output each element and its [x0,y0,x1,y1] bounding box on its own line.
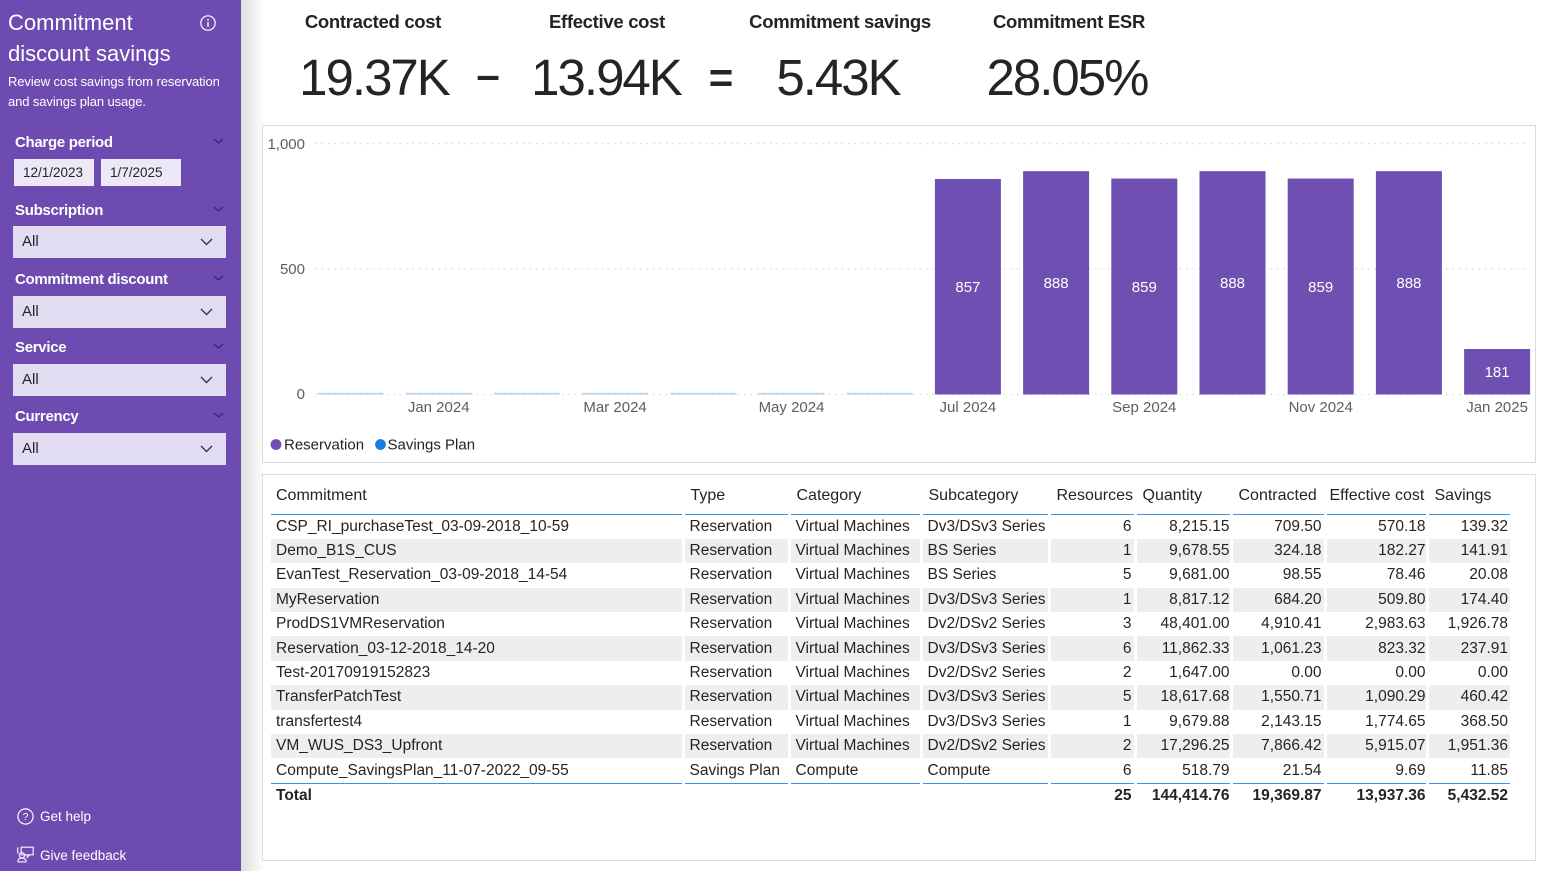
svg-text:Nov 2024: Nov 2024 [1289,399,1353,416]
svg-text:Jul 2024: Jul 2024 [940,399,997,416]
svg-text:1,000: 1,000 [267,136,305,153]
svg-text:Mar 2024: Mar 2024 [583,399,646,416]
svg-text:Sep 2024: Sep 2024 [1112,399,1176,416]
svg-text:0: 0 [297,386,305,403]
svg-text:181: 181 [1485,364,1510,381]
svg-text:?: ? [23,811,29,823]
svg-text:Savings Plan: Savings Plan [388,437,476,454]
svg-text:888: 888 [1220,275,1245,292]
svg-text:859: 859 [1132,279,1157,296]
svg-text:500: 500 [280,261,305,278]
svg-text:Jan 2024: Jan 2024 [408,399,470,416]
svg-text:Jan 2025: Jan 2025 [1466,399,1528,416]
svg-text:Reservation: Reservation [284,437,364,454]
svg-text:888: 888 [1044,275,1069,292]
svg-text:888: 888 [1396,275,1421,292]
svg-text:859: 859 [1308,279,1333,296]
svg-text:May 2024: May 2024 [759,399,825,416]
svg-text:857: 857 [955,279,980,296]
